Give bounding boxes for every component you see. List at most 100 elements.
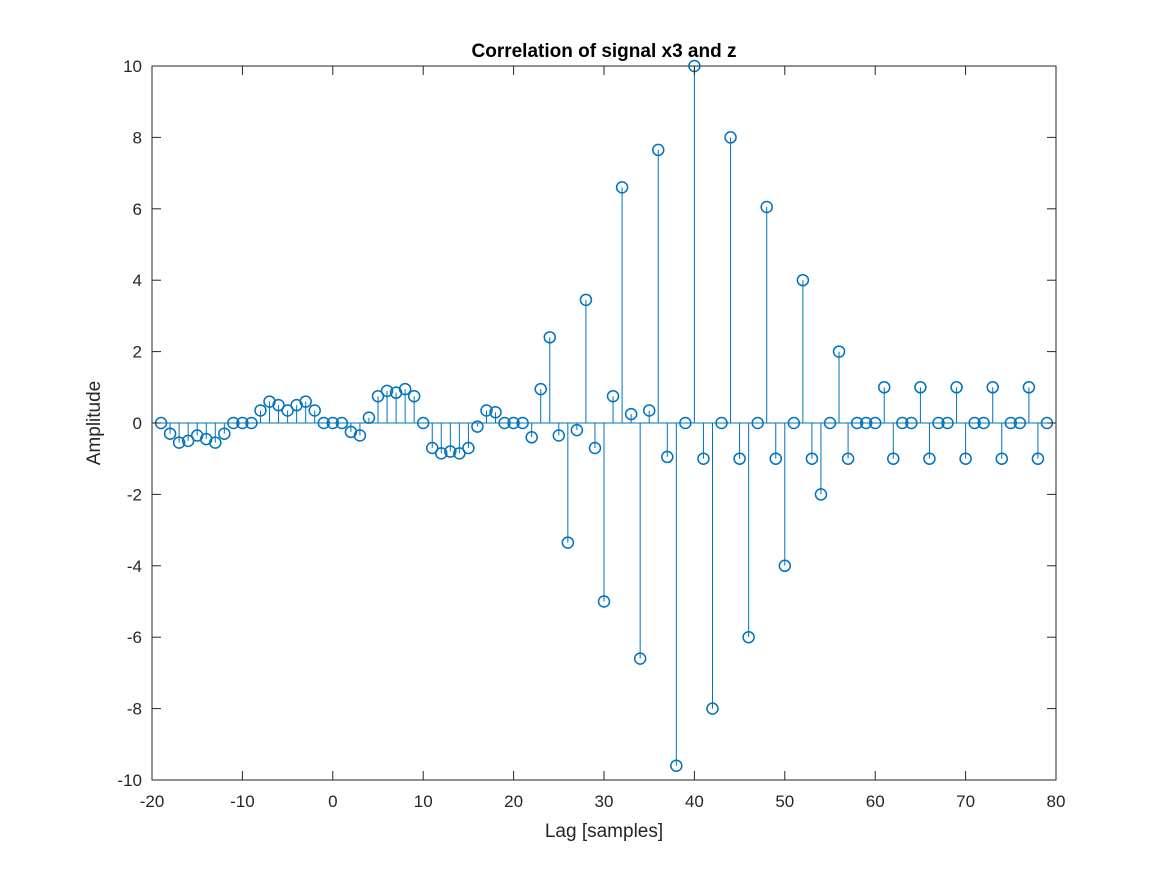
- x-tick-label: 70: [956, 792, 975, 811]
- x-tick-label: 80: [1047, 792, 1066, 811]
- stem-marker: [887, 452, 900, 465]
- stem-marker: [995, 452, 1009, 465]
- stem-marker: [932, 416, 945, 430]
- stem-marker: [859, 416, 873, 430]
- stem-marker: [760, 200, 773, 214]
- stem-marker: [326, 416, 340, 430]
- stem-marker: [633, 652, 647, 665]
- stem-marker: [914, 381, 927, 394]
- stem-marker: [416, 416, 430, 430]
- y-tick-label: 10: [123, 57, 142, 76]
- stem-marker: [959, 452, 972, 465]
- y-axis-label: Amplitude: [84, 381, 105, 466]
- stem-marker: [823, 416, 837, 430]
- stem-marker: [850, 416, 864, 430]
- stem-marker: [308, 404, 321, 417]
- x-tick-label: 20: [504, 792, 523, 811]
- chart-title: Correlation of signal x3 and z: [472, 41, 737, 62]
- stem-marker: [968, 416, 981, 430]
- stem-marker: [471, 420, 484, 433]
- stem-marker: [398, 382, 412, 396]
- stem-marker: [642, 404, 656, 417]
- stem-marker: [163, 427, 177, 440]
- stem-marker: [977, 416, 990, 430]
- stem-marker: [651, 143, 665, 157]
- stem-marker: [670, 759, 683, 772]
- y-axis-ticks: -10 -8 -6 -4 -2 0 2 4 6 8 10: [117, 57, 1056, 790]
- stem-marker: [923, 452, 936, 465]
- stem-marker: [986, 381, 999, 394]
- stem-marker: [525, 431, 538, 444]
- stem-marker: [941, 416, 954, 430]
- stem-marker: [209, 436, 222, 449]
- stem-marker: [444, 445, 457, 458]
- stem-marker: [435, 447, 448, 460]
- y-tick-label: -6: [127, 628, 142, 647]
- x-tick-label: 60: [866, 792, 885, 811]
- stem-marker: [706, 702, 719, 715]
- stem-marker: [362, 411, 376, 424]
- stem-marker: [787, 416, 801, 430]
- stem-marker: [579, 293, 593, 307]
- stem-marker: [588, 441, 602, 455]
- stem-marker: [769, 452, 783, 465]
- stem-marker: [254, 404, 267, 417]
- stem-marker: [733, 452, 746, 465]
- y-tick-label: -10: [117, 771, 142, 790]
- stem-marker: [425, 441, 439, 455]
- stem-marker: [1022, 381, 1036, 394]
- stem-marker: [516, 416, 529, 430]
- stem-marker: [1031, 452, 1045, 465]
- stem-marker: [814, 488, 828, 501]
- stem-marker: [697, 452, 710, 465]
- stem-marker: [407, 389, 421, 403]
- x-tick-label: 0: [328, 792, 337, 811]
- stem-marker: [868, 416, 882, 430]
- stem-marker: [498, 416, 511, 430]
- stem-marker: [606, 389, 620, 403]
- x-axis-label: Lag [samples]: [545, 821, 663, 842]
- stem-marker: [905, 416, 918, 430]
- y-tick-label: 2: [133, 343, 142, 362]
- y-tick-label: 6: [133, 200, 142, 219]
- stem-marker: [480, 404, 493, 417]
- stem-marker: [841, 452, 855, 465]
- x-axis-ticks: -20 -10 0 10 20 30 40 50 60 70 80: [140, 66, 1066, 811]
- y-tick-label: 0: [133, 414, 142, 433]
- stem-marker: [299, 395, 312, 408]
- stem-marker: [796, 273, 810, 287]
- x-tick-label: 10: [414, 792, 433, 811]
- y-tick-label: -8: [127, 700, 142, 719]
- stem-marker: [353, 429, 367, 442]
- stem-marker: [335, 416, 349, 430]
- y-tick-label: 4: [133, 271, 142, 290]
- stem-marker: [661, 450, 674, 464]
- y-tick-label: -2: [127, 485, 142, 504]
- stem-marker: [172, 436, 186, 449]
- stem-marker: [507, 416, 520, 430]
- stem-marker: [778, 559, 792, 573]
- y-tick-label: 8: [133, 128, 142, 147]
- stem-marker: [489, 406, 502, 419]
- x-tick-label: 50: [775, 792, 794, 811]
- stem-marker: [561, 536, 575, 549]
- stem-marker: [832, 345, 846, 358]
- stem-marker: [896, 416, 909, 430]
- stem-marker: [877, 381, 891, 394]
- stem-marker: [1004, 416, 1018, 430]
- stem-marker: [218, 427, 231, 440]
- stem-marker: [236, 416, 249, 430]
- x-tick-label: -10: [230, 792, 255, 811]
- stem-marker: [751, 416, 764, 430]
- x-tick-label: 40: [685, 792, 704, 811]
- stem-marker: [181, 434, 195, 448]
- stem-marker: [679, 416, 692, 430]
- stem-marker: [950, 381, 963, 394]
- stem-marker: [805, 452, 819, 465]
- stem-marker: [724, 131, 737, 144]
- stem-marker: [543, 331, 557, 344]
- stem-marker: [552, 429, 566, 442]
- stem-marker: [317, 416, 331, 430]
- stem-marker: [615, 181, 629, 194]
